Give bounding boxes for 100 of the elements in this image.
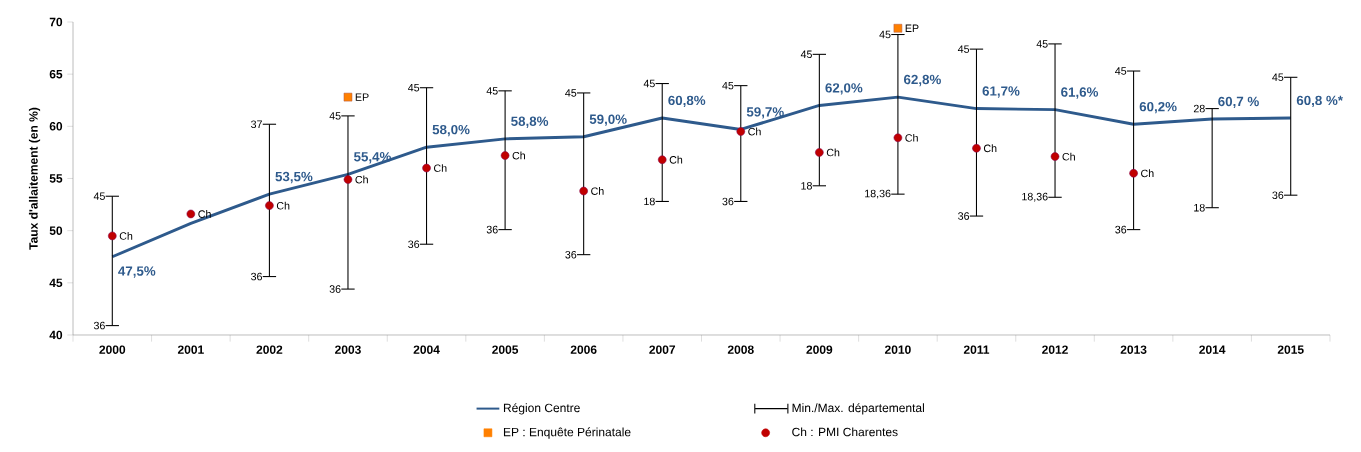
- annotation: 45: [329, 112, 341, 120]
- annotation: 36: [486, 225, 498, 234]
- point: [265, 201, 274, 210]
- annotation: 45: [643, 79, 655, 88]
- legend-label: Ch : PMI Charentes: [792, 427, 898, 437]
- x-tick-label: 2015: [1277, 345, 1304, 354]
- annotation: 36: [1272, 191, 1284, 199]
- annotation: 18: [801, 182, 812, 190]
- annotation: 45: [1115, 67, 1127, 75]
- annotation: 36: [408, 240, 420, 248]
- annotation: EP: [355, 93, 369, 101]
- data-label: 60,7 %: [1218, 96, 1259, 109]
- annotation: 28: [1193, 104, 1205, 113]
- annotation: 45: [722, 81, 734, 90]
- x-tick-label: 2010: [884, 345, 911, 354]
- data-label: 60,2%: [1139, 101, 1177, 114]
- annotation: 36: [329, 285, 341, 293]
- legend-label: EP : Enquête Périnatale: [503, 427, 631, 439]
- annotation: 36: [722, 197, 734, 206]
- annotation: Ch: [669, 155, 683, 164]
- point: [422, 163, 431, 173]
- x-tick-label: 2005: [492, 345, 519, 354]
- legend-label: Min./Max. départemental: [792, 403, 924, 415]
- annotation: Ch: [198, 210, 211, 218]
- legend-label: Région Centre: [503, 403, 580, 415]
- annotation: Ch: [1141, 169, 1154, 178]
- annotation: 36: [565, 250, 577, 259]
- point: [1129, 169, 1138, 178]
- annotation: 45: [879, 30, 891, 39]
- x-tick-label: 2008: [727, 345, 754, 354]
- point: [343, 92, 353, 102]
- x-tick-label: 2000: [99, 345, 126, 354]
- annotation: 36: [958, 212, 970, 220]
- point: [893, 133, 903, 143]
- y-axis-title: Taux d'allaitement (en %): [28, 107, 41, 250]
- x-tick-label: 2013: [1120, 345, 1147, 354]
- x-tick-label: 2004: [413, 345, 440, 354]
- annotation: 45: [565, 89, 577, 97]
- annotation: Ch: [1062, 152, 1075, 161]
- data-label: 59,7%: [746, 107, 784, 119]
- point: [1050, 152, 1060, 161]
- annotation: 18,36: [865, 189, 891, 199]
- data-label: 62,8%: [903, 74, 941, 87]
- y-tick-label: 70: [49, 17, 63, 27]
- annotation: 18: [1194, 203, 1205, 212]
- point: [893, 23, 903, 33]
- data-label: 58,8%: [511, 116, 549, 128]
- annotation: Ch: [119, 231, 133, 240]
- annotation: 45: [1272, 73, 1284, 82]
- x-tick-label: 2001: [177, 345, 204, 354]
- data-label: 53,5%: [275, 171, 313, 184]
- annotation: 37: [251, 120, 262, 129]
- data-label: 59,0%: [589, 114, 627, 126]
- annotation: 45: [957, 45, 970, 53]
- annotation: Ch: [434, 164, 447, 172]
- point: [500, 151, 510, 160]
- x-tick-label: 2007: [649, 345, 676, 354]
- x-tick-label: 2003: [335, 345, 361, 354]
- point: [736, 127, 746, 136]
- annotation: Ch: [826, 148, 840, 157]
- x-tick-label: 2009: [806, 345, 833, 354]
- point: [815, 148, 824, 157]
- annotation: 36: [251, 272, 263, 281]
- x-tick-label: 2002: [256, 345, 283, 354]
- annotation: 18,36: [1022, 192, 1048, 202]
- data-label: 61,6%: [1061, 87, 1099, 99]
- x-tick-label: 2011: [963, 345, 990, 354]
- annotation: Ch: [905, 133, 918, 142]
- data-label: 61,7%: [982, 86, 1020, 98]
- annotation: 45: [800, 50, 812, 59]
- annotation: Ch: [591, 187, 604, 195]
- point: [343, 175, 353, 184]
- annotation: Ch: [276, 201, 290, 210]
- y-tick-label: 60: [49, 122, 63, 131]
- y-tick-label: 65: [49, 69, 63, 79]
- y-tick-label: 40: [49, 330, 63, 340]
- data-label: 62,0%: [825, 83, 863, 95]
- annotation: Ch: [512, 151, 525, 160]
- data-label: 47,5%: [118, 266, 156, 278]
- annotation: Ch: [355, 175, 368, 184]
- x-tick-label: 2006: [570, 345, 597, 354]
- point: [108, 231, 117, 241]
- annotation: EP: [905, 24, 919, 32]
- y-tick-label: 55: [49, 174, 63, 183]
- annotation: 45: [93, 192, 105, 200]
- annotation: 18: [644, 197, 655, 206]
- annotation: 36: [93, 321, 105, 330]
- data-label: 60,8 %*: [1296, 95, 1343, 108]
- data-label: 58,0%: [432, 124, 470, 137]
- annotation: 36: [1115, 225, 1127, 234]
- data-label: 60,8%: [668, 95, 706, 108]
- annotation: 45: [486, 87, 498, 95]
- point: [972, 143, 981, 153]
- annotation: Ch: [748, 127, 761, 136]
- point: [579, 186, 588, 196]
- x-tick-label: 2014: [1199, 345, 1226, 354]
- y-tick-label: 50: [49, 226, 63, 235]
- point: [657, 155, 667, 164]
- annotation: Ch: [983, 144, 997, 153]
- y-tick-label: 45: [49, 278, 63, 288]
